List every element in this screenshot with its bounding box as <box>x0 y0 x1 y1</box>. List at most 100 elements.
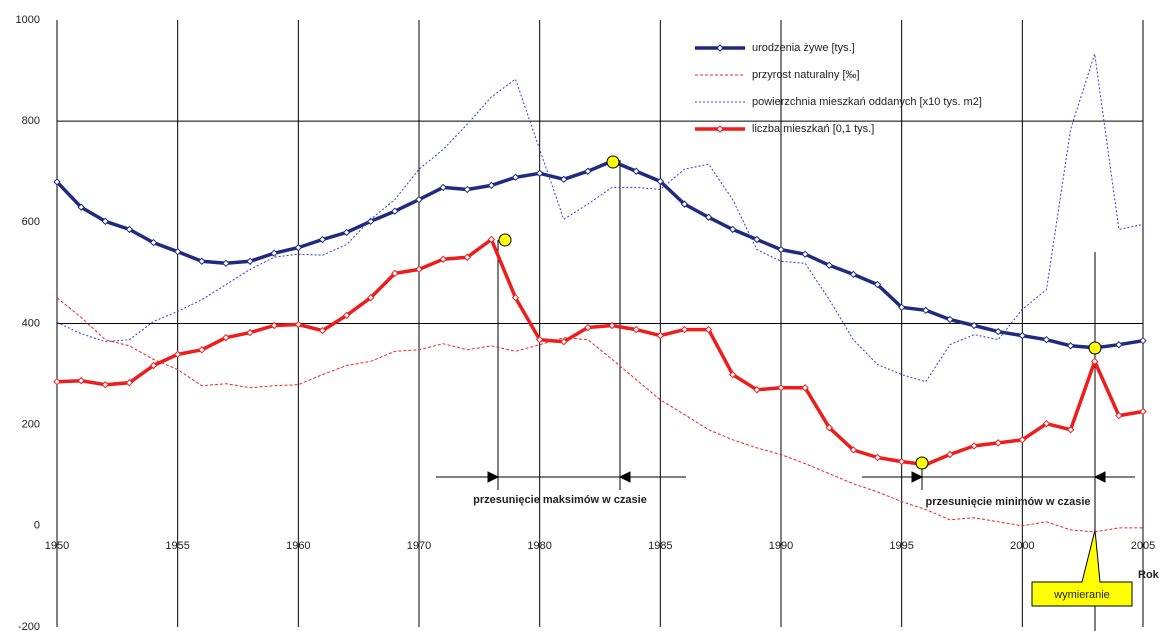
data-point <box>1018 436 1027 444</box>
data-point <box>801 250 809 258</box>
data-point <box>1115 411 1123 420</box>
plot-front: urodzenia żywe [tys.] przyrost naturalny … <box>53 42 1147 533</box>
data-point <box>922 306 930 315</box>
data-point <box>825 261 833 270</box>
data-point <box>560 175 568 184</box>
legend-label: powierzchnia mieszkań oddanych [x10 tys.… <box>752 96 982 108</box>
data-point <box>294 243 303 252</box>
data-point <box>222 333 230 342</box>
data-point <box>53 178 61 186</box>
y-tick-label: 1000 <box>16 14 40 26</box>
data-point <box>704 325 713 334</box>
data-point <box>1115 341 1123 349</box>
data-point <box>632 167 640 175</box>
data-point <box>584 167 592 175</box>
data-point <box>198 257 206 265</box>
data-point <box>1139 407 1147 416</box>
data-point <box>970 442 978 450</box>
data-point <box>342 311 351 320</box>
data-point <box>560 338 568 346</box>
data-point <box>1066 342 1075 350</box>
data-point <box>801 384 809 392</box>
data-point <box>246 328 254 337</box>
data-point <box>849 446 858 454</box>
data-point <box>849 270 858 279</box>
x-tick-label: 1980 <box>527 540 551 552</box>
data-point <box>1139 336 1147 345</box>
data-point <box>511 173 520 182</box>
legend-marker <box>716 125 724 133</box>
data-point <box>415 195 423 204</box>
data-point <box>535 169 544 177</box>
data-point <box>463 253 471 261</box>
x-tick-label: 1995 <box>889 540 913 552</box>
data-point <box>946 450 954 459</box>
data-point <box>704 213 713 221</box>
data-point <box>777 384 785 392</box>
data-point <box>270 249 278 257</box>
highlight-marker <box>1088 341 1102 355</box>
data-point <box>994 327 1002 336</box>
highlight-marker <box>915 456 929 470</box>
data-point <box>391 207 399 215</box>
data-point <box>680 200 689 208</box>
data-point <box>873 453 882 462</box>
x-tick-label: 1960 <box>286 540 310 552</box>
data-point <box>391 269 399 278</box>
data-point <box>149 238 158 247</box>
data-point <box>101 380 109 389</box>
data-point <box>1018 331 1027 340</box>
data-point <box>173 247 182 256</box>
data-point <box>656 331 665 340</box>
annotation-arrows <box>436 160 1135 631</box>
data-point <box>294 320 303 329</box>
y-tick-label: 600 <box>22 216 40 228</box>
x-tick-label: 1970 <box>407 540 431 552</box>
legend-label: przyrost naturalny [‰] <box>752 69 860 81</box>
data-point <box>439 183 447 192</box>
data-point <box>77 376 85 385</box>
data-point <box>897 303 906 312</box>
data-point <box>1091 357 1099 366</box>
data-point <box>270 321 278 330</box>
data-point <box>367 217 375 226</box>
data-point <box>77 203 85 211</box>
data-point <box>656 177 665 186</box>
data-point <box>873 280 882 289</box>
data-point <box>101 217 109 226</box>
data-point <box>608 321 616 330</box>
data-point <box>318 235 327 244</box>
data-point <box>777 245 785 254</box>
x-tick-label: 2005 <box>1131 540 1155 552</box>
legend-label: liczba mieszkań [0,1 tys.] <box>752 123 874 135</box>
data-point <box>487 235 496 244</box>
legend-label: urodzenia żywe [tys.] <box>752 42 855 54</box>
data-point <box>173 350 182 359</box>
data-point <box>1042 419 1051 428</box>
data-point <box>367 293 375 302</box>
series-line <box>55 159 1144 350</box>
data-point <box>753 386 761 394</box>
data-point <box>198 346 206 354</box>
x-tick-label: 1990 <box>769 540 793 552</box>
data-point <box>53 377 61 386</box>
y-tick-label: -200 <box>18 621 40 631</box>
x-tick-label: 2000 <box>1010 540 1034 552</box>
data-point <box>246 257 254 265</box>
data-point <box>994 439 1002 447</box>
data-point <box>415 265 423 274</box>
y-tick-label: 800 <box>22 115 40 127</box>
data-point <box>729 370 737 379</box>
data-point <box>535 335 544 344</box>
y-tick-label: 400 <box>22 317 40 329</box>
data-point <box>680 325 689 334</box>
highlight-marker <box>606 155 620 169</box>
x-tick-label: 1985 <box>648 540 672 552</box>
series-line <box>56 53 1144 383</box>
y-tick-label: 0 <box>34 520 40 532</box>
plot: -200 0 200 400 600 800 1000 1950 1955 1960 1970 198… <box>16 14 1156 631</box>
data-point <box>222 259 230 268</box>
data-point <box>342 228 351 237</box>
x-tick-label: 1950 <box>45 540 69 552</box>
